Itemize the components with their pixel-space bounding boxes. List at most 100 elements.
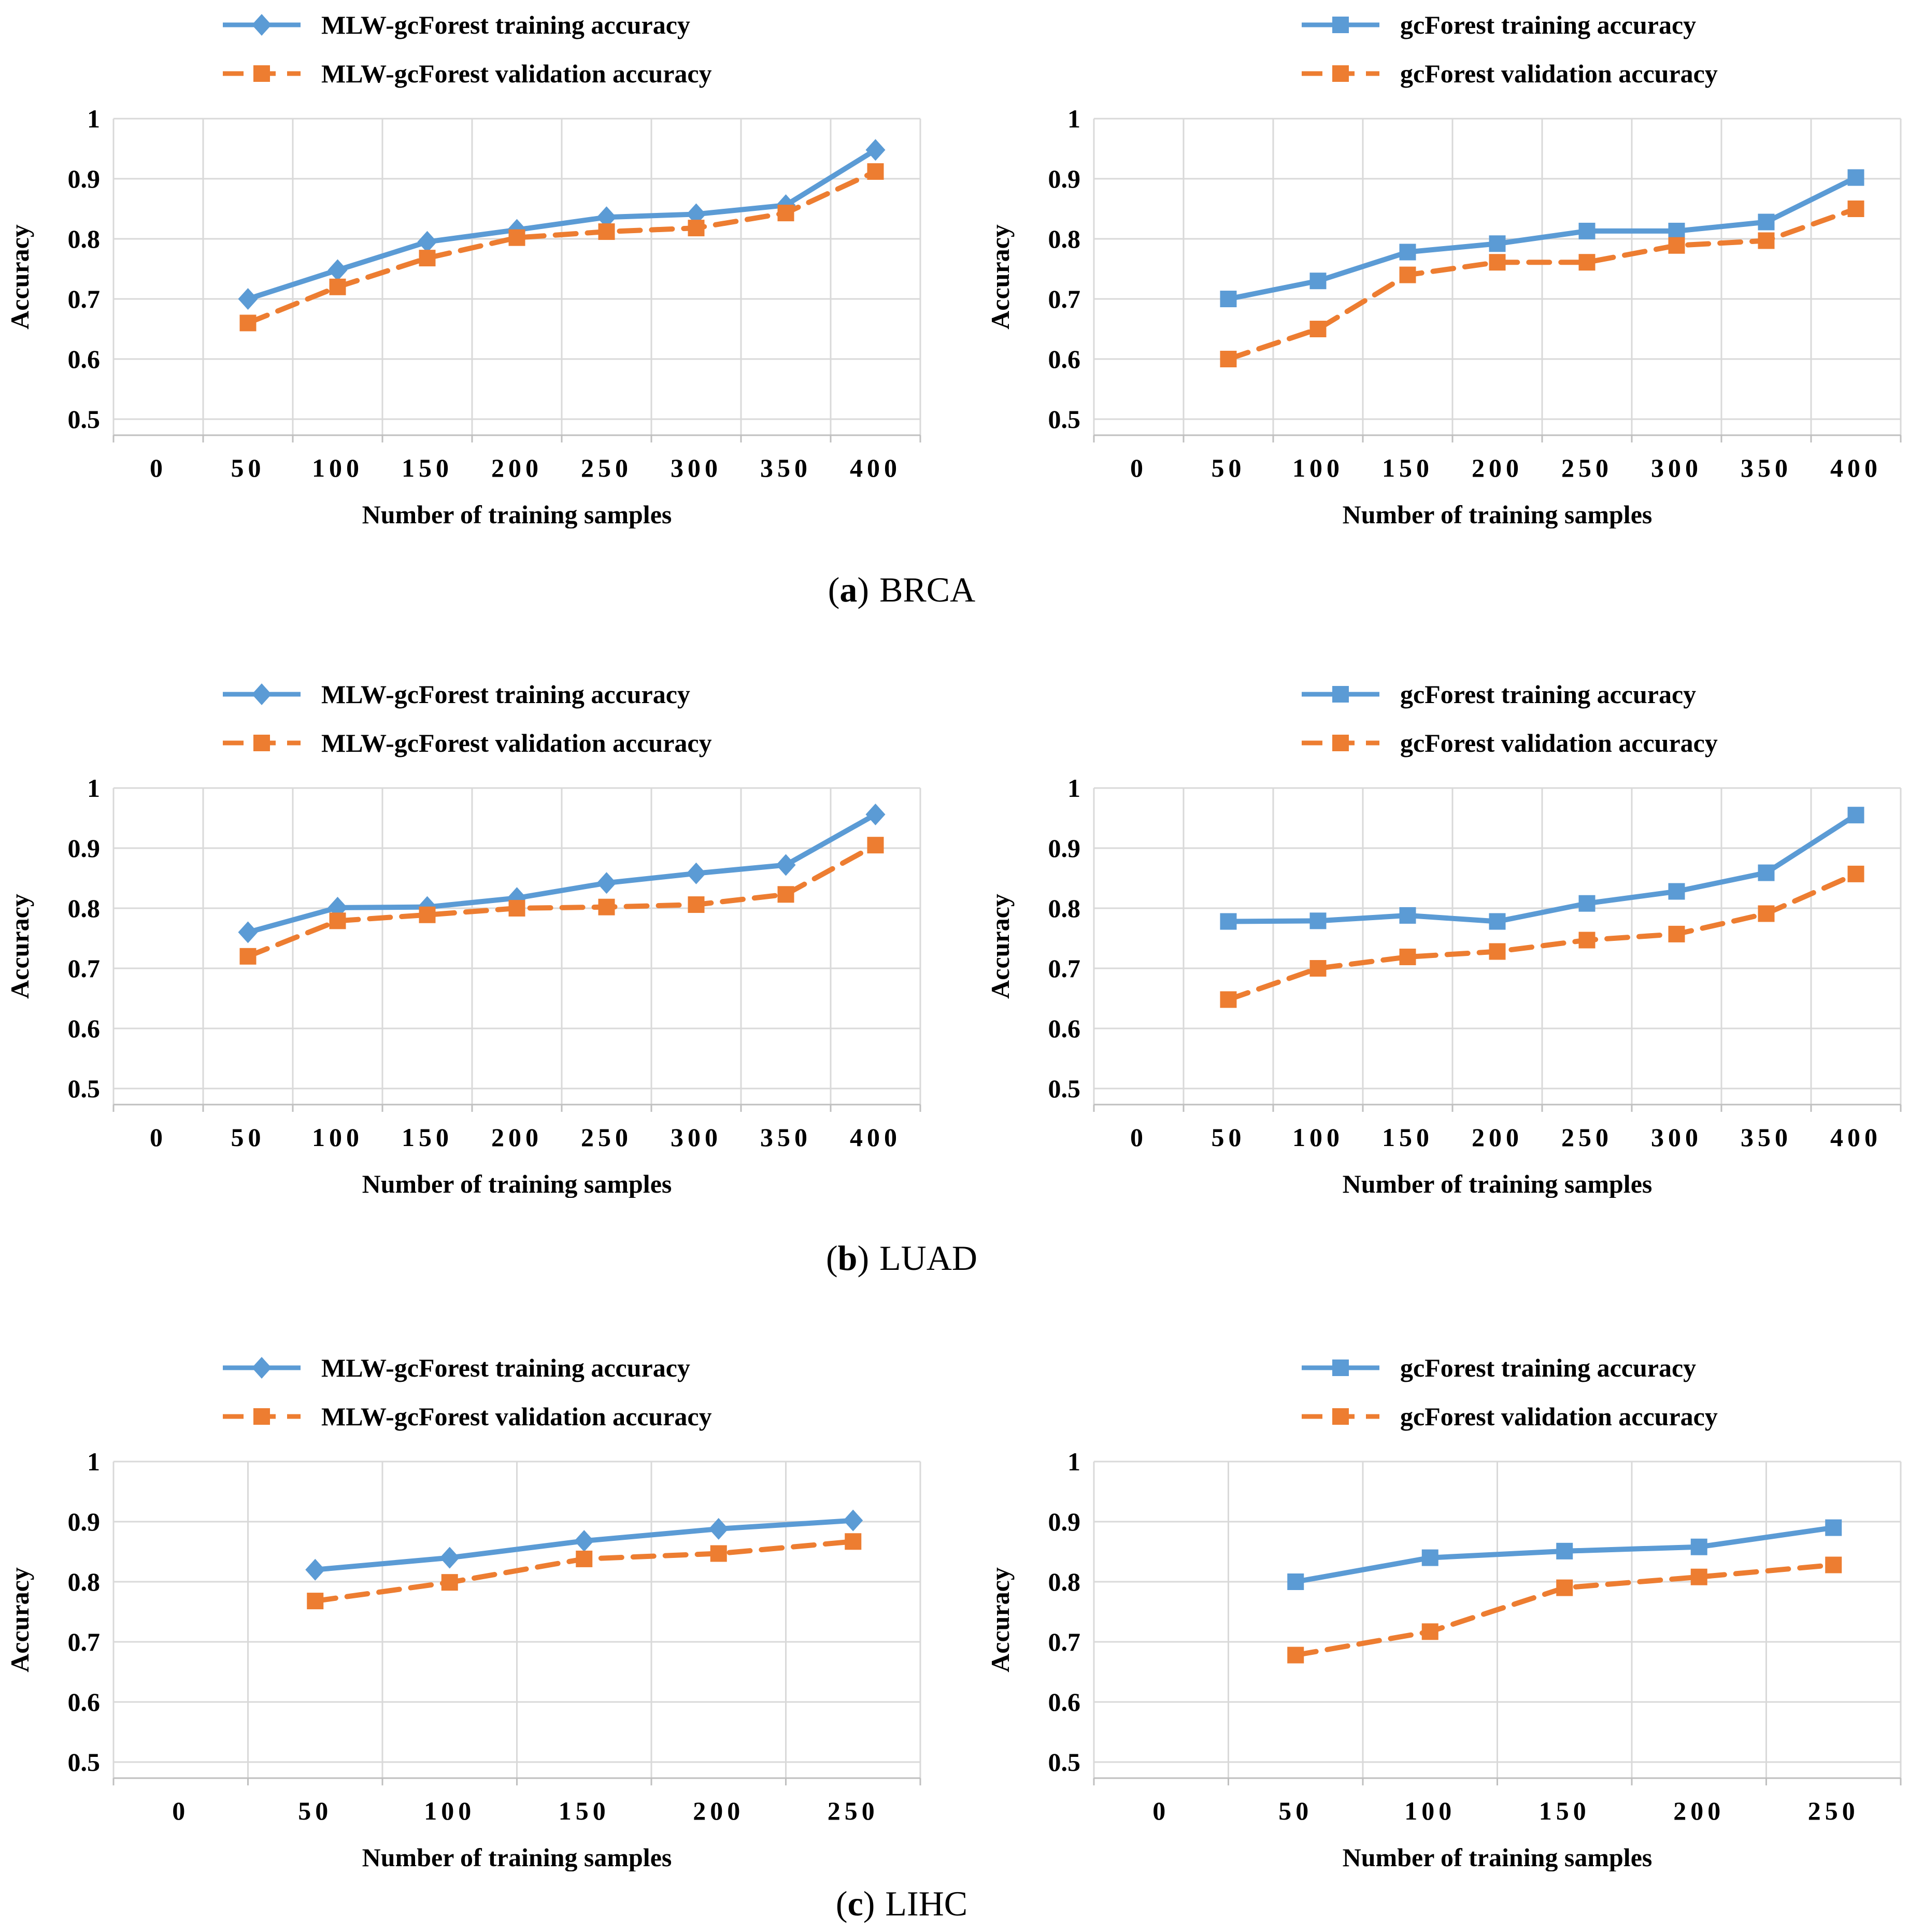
chart-luad-mlw-gcforest: 1 0.9 0.8 0.7 0.6 0.5 0 50 100 150 200 250 300 350 400… bbox=[0, 669, 929, 1198]
validation-data-marker bbox=[1847, 201, 1864, 217]
training-data-marker bbox=[1421, 1549, 1438, 1566]
x-tick-label: 150 bbox=[1382, 1123, 1433, 1152]
training-data-marker bbox=[1758, 213, 1775, 231]
legend-training-label: gcForest training accuracy bbox=[1400, 10, 1696, 39]
validation-data-marker bbox=[1758, 905, 1775, 922]
x-tick-label: 50 bbox=[231, 1123, 265, 1152]
x-tick-label: 50 bbox=[298, 1796, 332, 1825]
validation-data-marker bbox=[688, 220, 705, 237]
x-tick-label: 0 bbox=[150, 453, 167, 482]
legend-training-marker bbox=[252, 683, 272, 705]
x-tick-label: 100 bbox=[312, 453, 363, 482]
x-tick-label: 50 bbox=[1212, 1123, 1246, 1152]
training-data-marker bbox=[1758, 864, 1775, 881]
x-tick-label: 200 bbox=[491, 1123, 543, 1152]
legend-validation-label: MLW-gcForest validation accuracy bbox=[321, 59, 712, 88]
training-data-marker bbox=[1220, 291, 1237, 307]
y-tick-label: 1 bbox=[87, 774, 100, 803]
x-tick-label: 0 bbox=[150, 1123, 167, 1152]
training-data-marker bbox=[1847, 807, 1864, 824]
y-tick-label: 1 bbox=[1067, 1447, 1080, 1476]
x-axis-title: Number of training samples bbox=[362, 1169, 672, 1198]
y-tick-label: 1 bbox=[1067, 774, 1080, 803]
chart-lihc-gcforest: 1 0.9 0.8 0.7 0.6 0.5 0 50 100 150 200 250 Number of… bbox=[980, 1343, 1909, 1872]
x-axis-title: Number of training samples bbox=[1343, 1169, 1652, 1198]
training-data-marker bbox=[327, 259, 348, 281]
training-data-marker bbox=[1578, 222, 1595, 239]
validation-data-marker bbox=[1309, 960, 1327, 977]
legend-validation-marker bbox=[1332, 1408, 1349, 1425]
caption-b-close: ) bbox=[857, 1238, 870, 1278]
caption-a-letter: a bbox=[839, 570, 858, 609]
caption-c-label: LIHC bbox=[885, 1884, 968, 1923]
validation-data-marker bbox=[1690, 1568, 1707, 1585]
y-tick-label: 0.5 bbox=[68, 1074, 101, 1103]
training-series-line bbox=[1226, 812, 1859, 924]
validation-data-marker bbox=[1758, 232, 1775, 249]
caption-c-letter: c bbox=[847, 1884, 863, 1923]
training-data-marker bbox=[1825, 1519, 1842, 1536]
training-data-marker bbox=[507, 887, 527, 909]
y-tick-label: 0.5 bbox=[1048, 405, 1081, 434]
legend-validation-label: MLW-gcForest validation accuracy bbox=[321, 1402, 712, 1431]
legend-training-marker bbox=[1332, 686, 1349, 703]
x-tick-label: 300 bbox=[671, 453, 722, 482]
validation-data-marker bbox=[845, 1533, 862, 1550]
x-tick-label: 250 bbox=[581, 453, 632, 482]
x-tick-label: 300 bbox=[1651, 453, 1702, 482]
validation-data-marker bbox=[1578, 254, 1595, 271]
validation-data-marker bbox=[1668, 925, 1685, 942]
validation-data-marker bbox=[441, 1574, 458, 1591]
x-tick-label: 200 bbox=[1472, 1123, 1523, 1152]
x-tick-label: 0 bbox=[1130, 1123, 1147, 1152]
y-tick-label: 1 bbox=[1067, 104, 1080, 133]
validation-data-marker bbox=[508, 229, 525, 246]
validation-data-marker bbox=[598, 898, 615, 915]
validation-data-marker bbox=[1825, 1556, 1842, 1573]
training-data-marker bbox=[439, 1547, 460, 1569]
x-axis-title: Number of training samples bbox=[362, 500, 672, 528]
caption-a-open: ( bbox=[828, 570, 840, 609]
legend-training-label: gcForest training accuracy bbox=[1400, 680, 1696, 709]
validation-data-marker bbox=[329, 278, 346, 295]
legend-validation-marker bbox=[1332, 735, 1349, 751]
training-data-marker bbox=[1489, 235, 1506, 252]
x-tick-label: 250 bbox=[1561, 453, 1613, 482]
caption-c-open: ( bbox=[835, 1884, 848, 1923]
training-data-marker bbox=[1309, 912, 1327, 929]
x-tick-label: 50 bbox=[231, 453, 265, 482]
validation-data-marker bbox=[576, 1550, 593, 1567]
x-tick-label: 100 bbox=[1292, 1123, 1344, 1152]
x-tick-label: 0 bbox=[1130, 453, 1147, 482]
caption-a-close: ) bbox=[857, 570, 870, 609]
y-axis-title: Accuracy bbox=[5, 894, 34, 999]
x-tick-label: 400 bbox=[850, 1123, 901, 1152]
y-axis-title: Accuracy bbox=[5, 1567, 34, 1672]
training-data-marker bbox=[686, 862, 706, 884]
legend-training-marker bbox=[252, 1357, 272, 1379]
legend-validation-label: MLW-gcForest validation accuracy bbox=[321, 728, 712, 757]
training-data-marker bbox=[1668, 222, 1685, 239]
chart-luad-gcforest: 1 0.9 0.8 0.7 0.6 0.5 0 50 100 150 200 250 300 350 400… bbox=[980, 669, 1909, 1198]
y-axis-title: Accuracy bbox=[986, 1567, 1015, 1672]
lihc-mlw-gcforest-plot: 1 0.9 0.8 0.7 0.6 0.5 0 50 100 150 200 250 Number of… bbox=[5, 1353, 921, 1872]
caption-b-label: LUAD bbox=[879, 1238, 977, 1278]
validation-data-marker bbox=[1489, 254, 1506, 271]
x-tick-label: 200 bbox=[1472, 453, 1523, 482]
y-tick-label: 1 bbox=[87, 104, 100, 133]
training-data-marker bbox=[417, 231, 437, 253]
legend-training-marker bbox=[252, 14, 272, 36]
validation-data-marker bbox=[1399, 266, 1416, 283]
x-tick-label: 100 bbox=[1404, 1796, 1456, 1825]
validation-data-marker bbox=[867, 837, 884, 854]
validation-data-marker bbox=[1421, 1623, 1438, 1640]
legend-validation-marker bbox=[1332, 65, 1349, 82]
x-tick-label: 350 bbox=[760, 453, 811, 482]
y-tick-label: 0.7 bbox=[68, 1627, 101, 1656]
caption-b-open: ( bbox=[826, 1238, 838, 1278]
training-data-marker bbox=[865, 139, 886, 161]
validation-data-marker bbox=[598, 223, 615, 240]
y-tick-label: 0.6 bbox=[68, 1687, 101, 1716]
legend-training-marker bbox=[1332, 1359, 1349, 1376]
